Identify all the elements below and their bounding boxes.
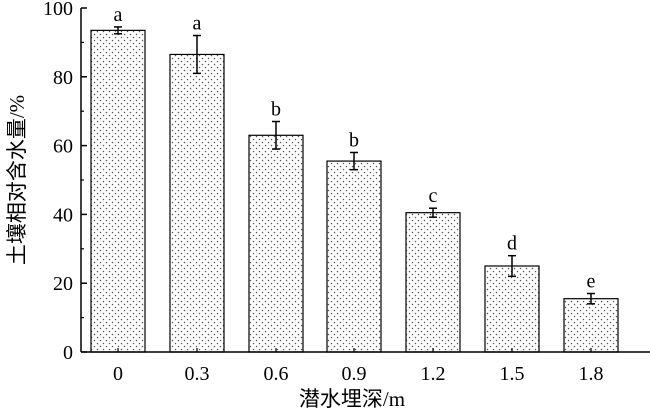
significance-label: c [429, 185, 438, 207]
x-tick-label: 0 [113, 363, 123, 385]
significance-label: b [349, 129, 359, 151]
x-tick-label: 1.2 [421, 363, 446, 385]
y-tick-label: 40 [53, 204, 73, 226]
x-tick-label: 1.5 [500, 363, 525, 385]
x-axis-title: 潜水埋深/m [299, 387, 405, 411]
significance-label: e [587, 271, 596, 293]
y-tick-label: 100 [43, 0, 73, 20]
y-tick-label: 80 [53, 67, 73, 89]
significance-label: a [193, 13, 202, 35]
bar [563, 298, 619, 353]
plot-area: a a b b c d e 0 20 40 60 80 100 0 0.3 0.6 0.9 1.2 1.5 1.8 [43, 0, 650, 385]
significance-label: d [507, 233, 517, 255]
y-axis-title: 土壤相对含水量/% [5, 95, 29, 265]
significance-label: b [271, 99, 281, 121]
y-tick-label: 20 [53, 273, 73, 295]
x-tick-label: 1.8 [579, 363, 604, 385]
bar [484, 265, 540, 353]
bar [90, 29, 146, 353]
x-tick-label: 0.3 [185, 363, 210, 385]
x-tick-label: 0.6 [264, 363, 289, 385]
bar [405, 212, 461, 353]
bar [248, 134, 304, 353]
significance-label: a [114, 4, 123, 26]
y-tick-label: 0 [63, 342, 73, 364]
bar [326, 160, 382, 353]
x-tick-label: 0.9 [342, 363, 367, 385]
y-tick-label: 60 [53, 136, 73, 158]
bar [169, 53, 225, 353]
